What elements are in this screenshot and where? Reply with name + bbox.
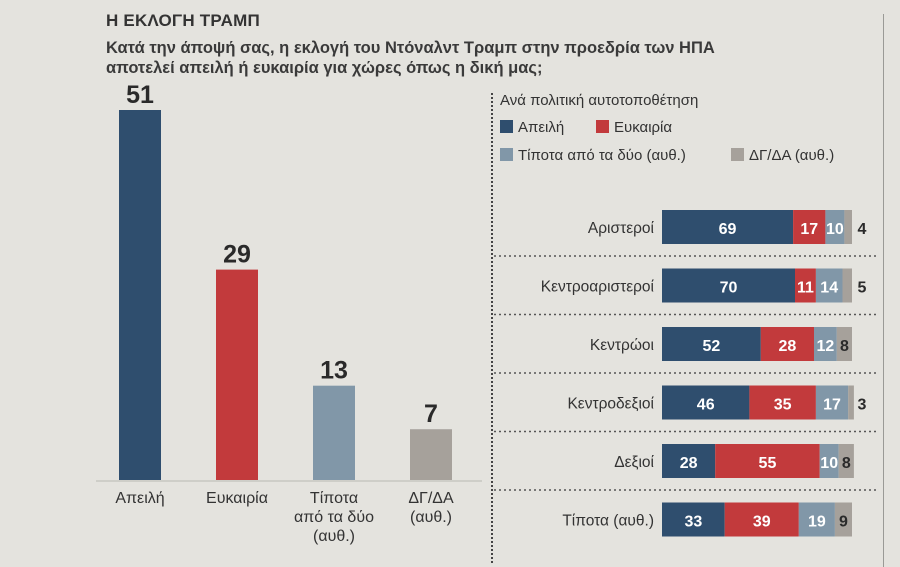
- segment-value-label: 10: [826, 221, 844, 238]
- segment: [844, 210, 852, 244]
- segment: [843, 269, 853, 303]
- bar-value-label: 51: [126, 81, 154, 109]
- bar: [119, 110, 161, 480]
- category-label: (αυθ.): [313, 528, 355, 545]
- segment-value-label: 3: [858, 397, 867, 414]
- legend-swatch-neither: [500, 148, 513, 161]
- segment-value-label: 39: [753, 514, 771, 531]
- legend-item-opportunity: Ευκαιρία: [596, 119, 672, 136]
- segment-value-label: 52: [703, 338, 721, 355]
- row-label: Κεντρώοι: [590, 337, 654, 354]
- category-label: ΔΓ/ΔΑ: [408, 490, 454, 507]
- legend-label-neither: Τίποτα από τα δύο (αυθ.): [518, 147, 686, 164]
- category-label: Απειλή: [115, 490, 164, 507]
- bar: [410, 429, 452, 480]
- segment-value-label: 28: [779, 338, 797, 355]
- survey-question: Κατά την άποψή σας, η εκλογή του Ντόναλν…: [106, 38, 806, 78]
- segment-value-label: 33: [684, 514, 702, 531]
- row-label: Αριστεροί: [588, 220, 655, 237]
- segment-value-label: 9: [839, 514, 848, 531]
- segment-value-label: 28: [680, 455, 698, 472]
- segment-value-label: 12: [817, 338, 835, 355]
- bar: [216, 270, 258, 480]
- breakdown-title: Ανά πολιτική αυτοτοποθέτηση: [500, 92, 698, 109]
- question-line-1: Κατά την άποψή σας, η εκλογή του Ντόναλν…: [106, 38, 806, 58]
- segment-value-label: 8: [842, 455, 851, 472]
- page-edge-rule: [883, 14, 884, 567]
- legend-swatch-opportunity: [596, 120, 609, 133]
- row-label: Κεντροαριστεροί: [541, 279, 655, 296]
- segment-value-label: 46: [697, 397, 715, 414]
- breakdown-stacked-chart: Αριστεροί 69 17 10 4 Κεντροαριστεροί 70 11 14 5 Κε…: [492, 195, 882, 567]
- legend-swatch-threat: [500, 120, 513, 133]
- legend-label-dk: ΔΓ/ΔΑ (αυθ.): [749, 147, 834, 164]
- question-line-2: αποτελεί απειλή ή ευκαιρία για χώρες όπω…: [106, 58, 806, 78]
- row-label: Κεντροδεξιοί: [567, 396, 654, 413]
- segment-value-label: 19: [808, 514, 826, 531]
- segment-value-label: 17: [823, 397, 841, 414]
- legend-swatch-dk: [731, 148, 744, 161]
- legend-item-threat: Απειλή: [500, 119, 564, 136]
- segment-value-label: 8: [840, 338, 849, 355]
- segment-value-label: 17: [800, 221, 818, 238]
- legend-item-neither: Τίποτα από τα δύο (αυθ.): [500, 147, 686, 164]
- overall-bar-chart: 51 Απειλή 29 Ευκαιρία 13 Τίποτα από τα δύο (αυθ…: [90, 78, 490, 567]
- segment-value-label: 70: [720, 280, 738, 297]
- category-label: Τίποτα: [310, 490, 358, 507]
- segment-value-label: 10: [820, 455, 838, 472]
- bar: [313, 386, 355, 480]
- category-label: (αυθ.): [410, 509, 452, 526]
- row-label: Τίποτα (αυθ.): [562, 513, 654, 530]
- segment-value-label: 11: [797, 280, 814, 297]
- legend-label-threat: Απειλή: [518, 119, 564, 136]
- category-label: από τα δύο: [294, 509, 374, 526]
- segment: [848, 386, 854, 420]
- bar-value-label: 29: [223, 241, 251, 269]
- legend-item-dk: ΔΓ/ΔΑ (αυθ.): [731, 147, 834, 164]
- infographic: Η ΕΚΛΟΓΗ ΤΡΑΜΠ Κατά την άποψή σας, η εκλ…: [0, 0, 900, 567]
- category-label: Ευκαιρία: [206, 490, 268, 507]
- segment-value-label: 4: [858, 221, 867, 238]
- segment-value-label: 35: [774, 397, 792, 414]
- bar-value-label: 7: [424, 400, 438, 428]
- bar-value-label: 13: [320, 357, 348, 385]
- segment-value-label: 5: [858, 280, 867, 297]
- segment-value-label: 14: [820, 280, 838, 297]
- row-label: Δεξιοί: [614, 454, 654, 471]
- legend-label-opportunity: Ευκαιρία: [614, 119, 672, 136]
- page-title: Η ΕΚΛΟΓΗ ΤΡΑΜΠ: [106, 11, 260, 31]
- segment-value-label: 69: [719, 221, 737, 238]
- segment-value-label: 55: [759, 455, 777, 472]
